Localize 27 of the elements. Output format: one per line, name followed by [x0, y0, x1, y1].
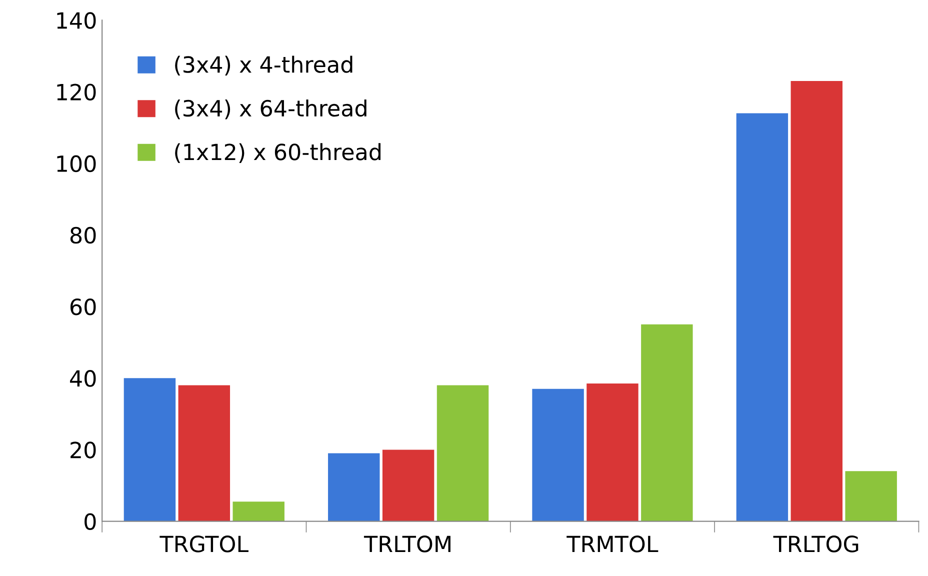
bar [124, 378, 176, 522]
y-tick-label: 40 [70, 370, 96, 387]
y-tick-label: 60 [70, 298, 96, 316]
bar [586, 383, 638, 522]
bar [328, 453, 380, 522]
y-tick-label: 20 [70, 442, 96, 458]
legend-label: (3x4) x 4-thread [175, 56, 352, 76]
x-tick-label: TRMTOL [566, 536, 658, 552]
bar [790, 81, 842, 522]
y-tick-label: 80 [70, 226, 96, 244]
x-tick-label: TRGTOL [160, 536, 248, 552]
legend-label: (1x12) x 60-thread [175, 143, 380, 163]
x-tick-label: TRLTOG [773, 536, 858, 552]
bar [845, 471, 897, 522]
bar [641, 324, 693, 522]
bar [178, 385, 230, 522]
bar [232, 502, 284, 522]
bar [532, 388, 584, 522]
y-tick-label: 0 [84, 513, 96, 530]
bar [382, 450, 434, 522]
x-tick-label: TRLTOM [364, 536, 450, 552]
legend-label: (3x4) x 64-thread [175, 99, 366, 120]
y-tick-label: 140 [57, 12, 96, 29]
bar [436, 385, 489, 522]
y-tick-label: 100 [57, 155, 96, 172]
y-tick-label: 120 [57, 84, 96, 101]
bar [736, 113, 788, 522]
